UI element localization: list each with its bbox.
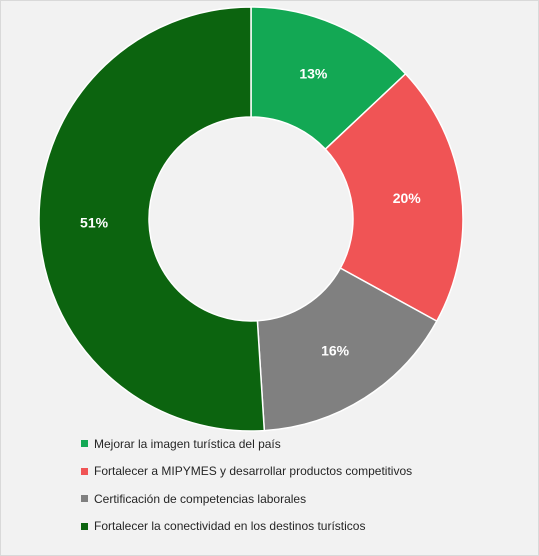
legend-label: Mejorar la imagen turística del país bbox=[94, 436, 281, 451]
data-label: 51% bbox=[80, 215, 109, 231]
legend-swatch bbox=[81, 522, 88, 530]
slice-imagen-turistica bbox=[250, 6, 407, 151]
legend-label: Fortalecer la conectividad en los destin… bbox=[94, 519, 366, 533]
slice-certificacion bbox=[256, 267, 438, 432]
data-label: 13% bbox=[299, 66, 328, 82]
legend-swatch bbox=[81, 440, 88, 447]
data-label: 16% bbox=[321, 342, 350, 358]
legend: Mejorar la imagen turística del país For… bbox=[81, 436, 412, 546]
legend-item-imagen-turistica: Mejorar la imagen turística del país bbox=[81, 436, 412, 451]
legend-label: Certificación de competencias laborales bbox=[94, 491, 307, 506]
legend-label: Fortalecer a MIPYMES y desarrollar produ… bbox=[94, 464, 413, 478]
legend-item-conectividad: Fortalecer la conectividad en los destin… bbox=[81, 519, 412, 534]
slice-conectividad bbox=[38, 6, 266, 432]
legend-item-certificacion: Certificación de competencias laborales bbox=[81, 491, 412, 506]
legend-swatch bbox=[81, 495, 88, 502]
legend-item-mipymes: Fortalecer a MIPYMES y desarrollar produ… bbox=[81, 464, 412, 479]
data-label: 20% bbox=[393, 190, 422, 206]
slice-mipymes bbox=[324, 72, 464, 323]
legend-swatch bbox=[81, 467, 88, 475]
